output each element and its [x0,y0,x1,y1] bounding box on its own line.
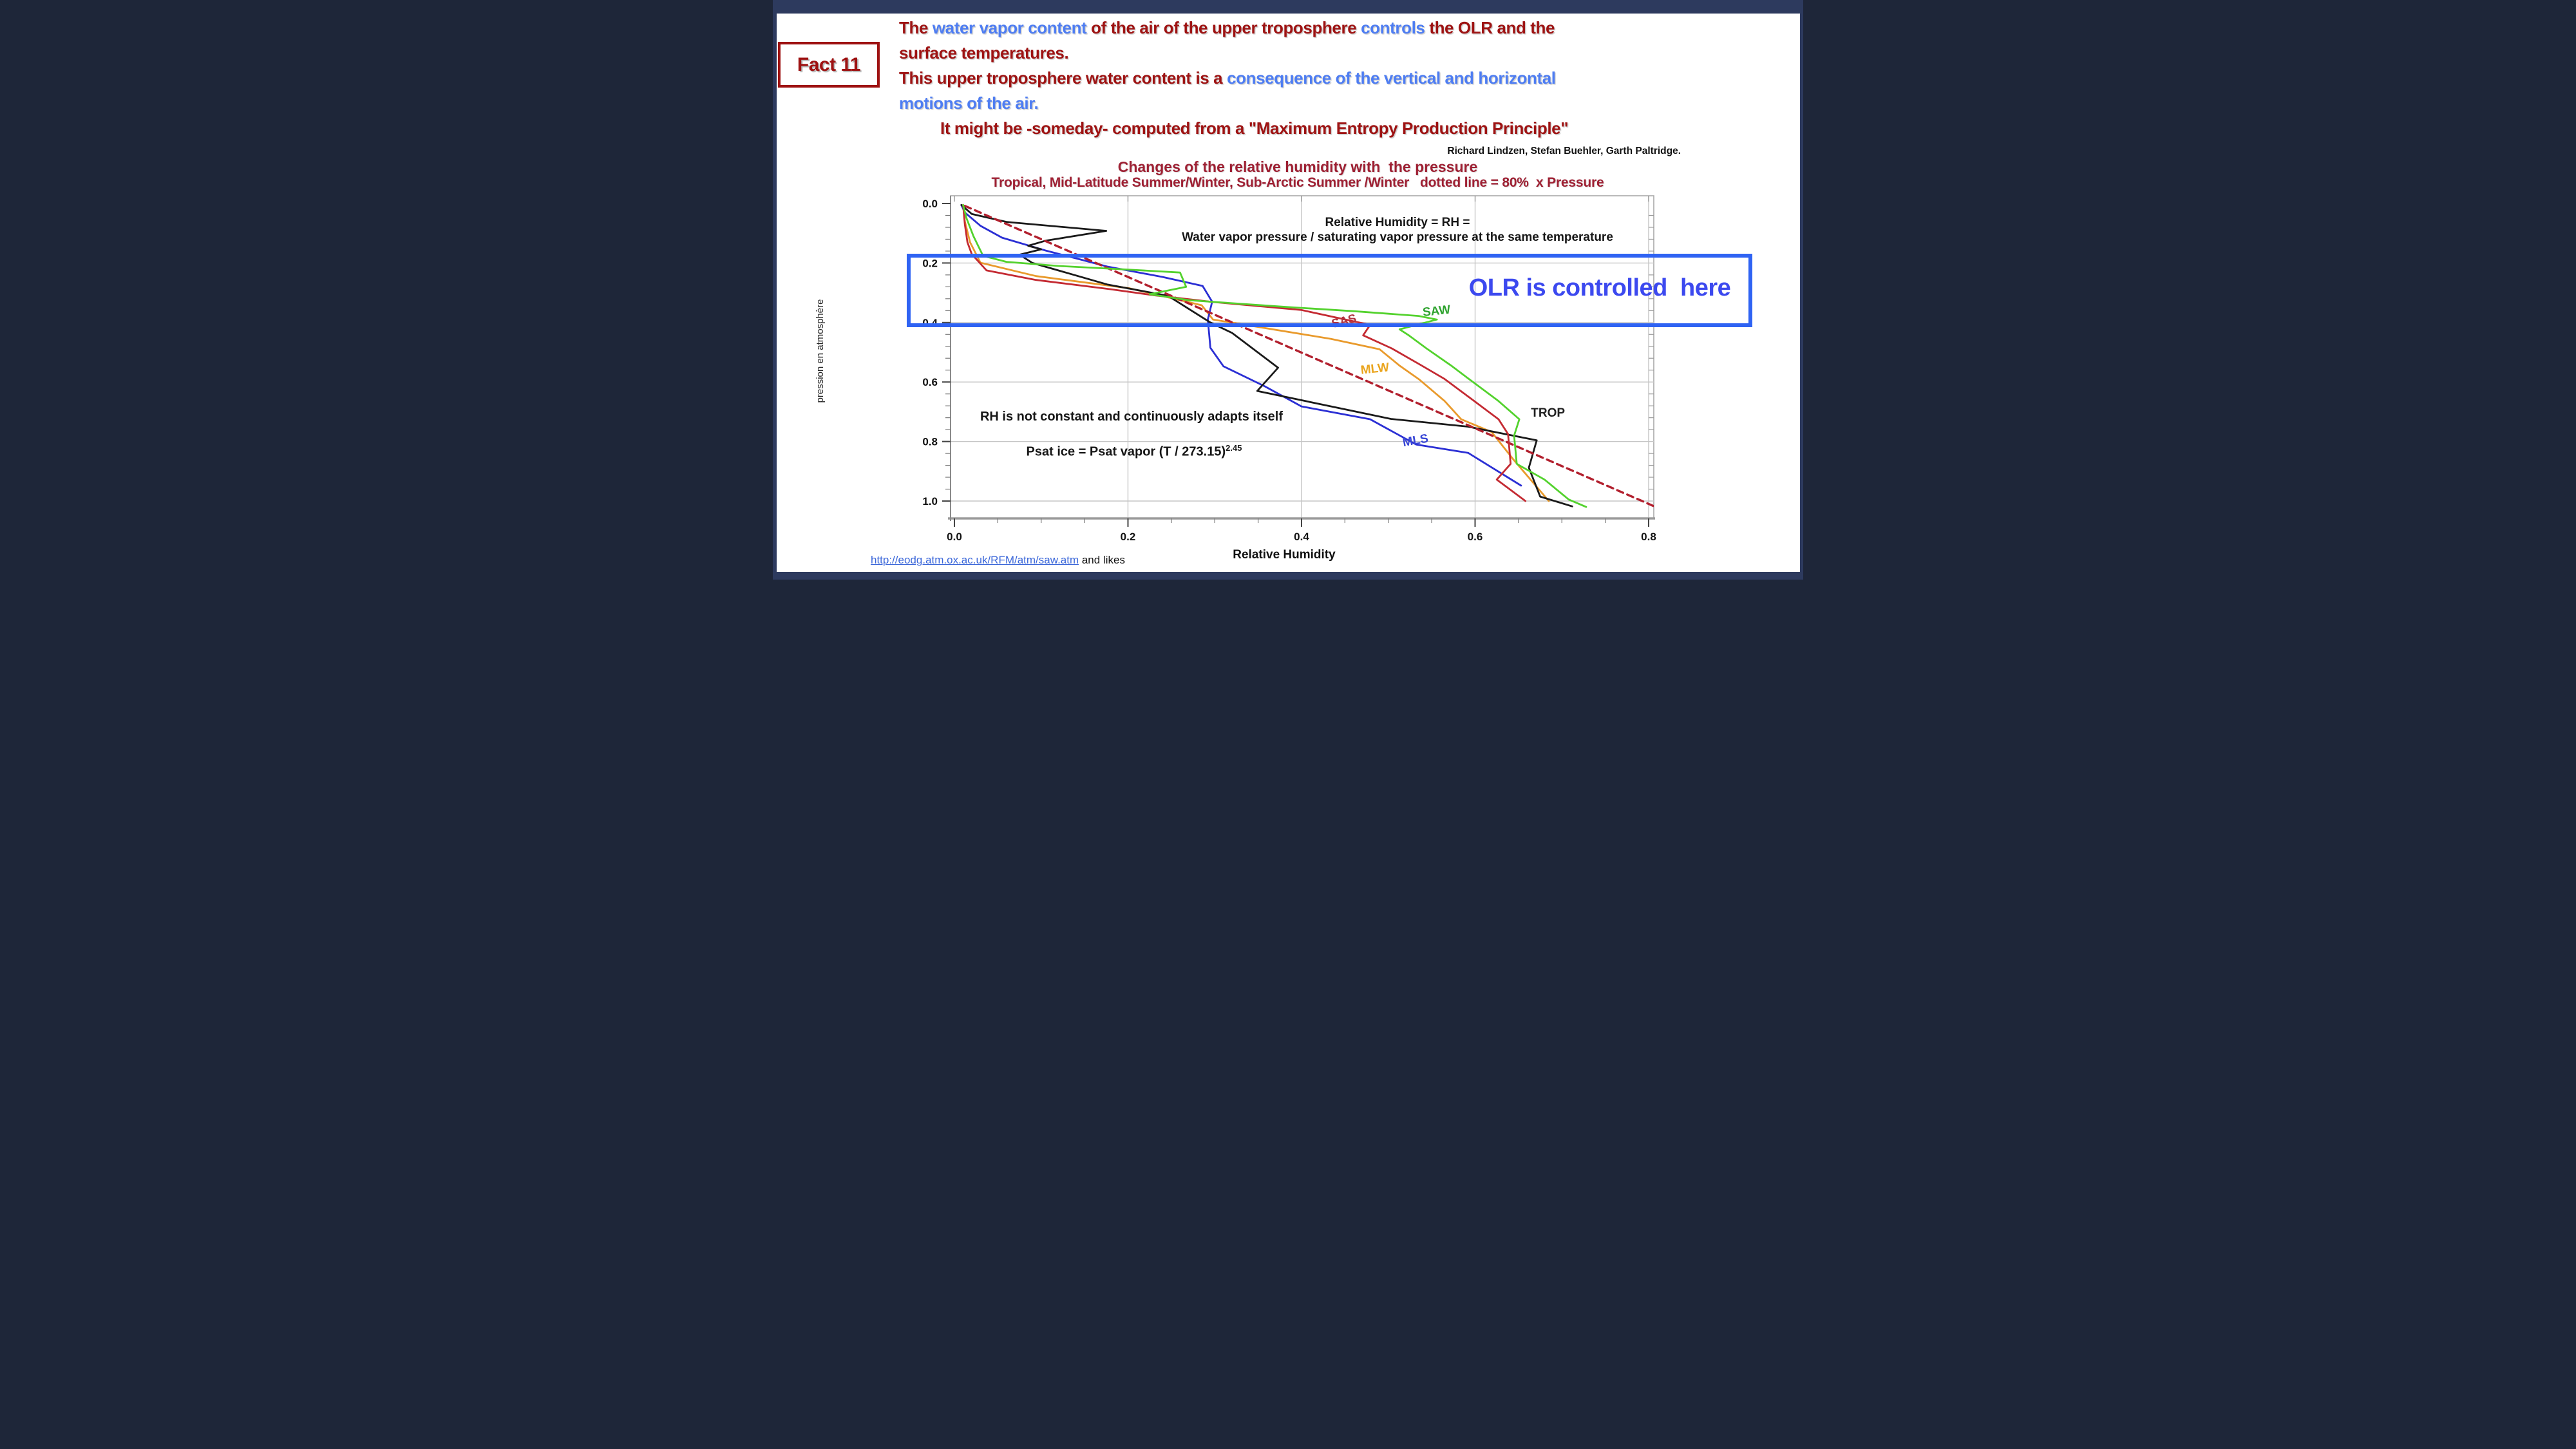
header-line-1: The water vapor content of the air of th… [899,15,1691,41]
psat-formula-exponent: 2.45 [1226,443,1242,453]
annotation-rh-definition-line1: Relative Humidity = RH = [1325,216,1470,229]
header-segment: consequence of the vertical and horizont… [1227,68,1556,88]
header-line-5: It might be -someday- computed from a "M… [899,116,1691,141]
fact-badge-label: Fact 11 [797,53,861,75]
header-segment: It might be -someday- computed from a "M… [940,118,1569,138]
series-saw [962,204,1587,508]
y-tick-label: 0.0 [922,198,938,210]
x-axis-title: Relative Humidity [1233,548,1336,562]
x-tick-label: 0.6 [1468,531,1483,543]
header-segment: The [899,18,933,37]
series-80-x-pressure [963,205,1654,507]
olr-highlight-label: OLR is controlled here [1468,274,1731,301]
header-segment: the OLR and the [1429,18,1555,37]
annotation-rh-definition-line2: Water vapor pressure / saturating vapor … [1182,231,1613,244]
series-label-saw: SAW [1422,303,1451,319]
psat-formula-base: Psat ice = Psat vapor (T / 273.15) [1026,444,1226,459]
x-tick-label: 0.2 [1121,531,1136,543]
annotation-rh-adapts: RH is not constant and continuously adap… [980,410,1283,424]
source-link[interactable]: http://eodg.atm.ox.ac.uk/RFM/atm/saw.atm [871,554,1079,566]
header-line-2: surface temperatures. [899,41,1691,66]
attribution-names: Richard Lindzen, Stefan Buehler, Garth P… [1447,146,1681,156]
header-segment: This upper troposphere water content is … [899,68,1227,88]
x-tick-label: 0.4 [1294,531,1309,543]
header-segment: surface temperatures. [899,43,1069,62]
header-line-3: This upper troposphere water content is … [899,66,1691,91]
header-segment: motions of the air. [899,93,1039,113]
footer: http://eodg.atm.ox.ac.uk/RFM/atm/saw.atm… [871,554,1125,567]
y-tick-label: 1.0 [922,495,938,507]
header-line-4: motions of the air. [899,91,1691,116]
x-tick-label: 0.0 [947,531,962,543]
chart-title: Changes of the relative humidity with th… [1117,158,1478,175]
annotation-psat-formula: Psat ice = Psat vapor (T / 273.15)2.45 [963,443,1305,460]
source-link-suffix: and likes [1079,554,1125,566]
y-tick-label: 0.8 [922,436,938,448]
y-tick-label: 0.2 [922,257,938,269]
slide: 0.0 0.2 0.4 0.6 0.8 1.0 0.0 0.2 0.4 0.6 0.8 pressio… [773,0,1803,580]
fact-badge: Fact 11 [778,42,880,88]
slide-content-background [777,14,1800,572]
x-tick-label: 0.8 [1641,531,1656,543]
olr-highlight-box: OLR is controlled here [907,254,1752,327]
chart-subtitle: Tropical, Mid-Latitude Summer/Winter, Su… [991,175,1604,190]
y-tick-label: 0.6 [922,376,938,388]
annotation-rh-definition: Relative Humidity = RH = Water vapor pre… [1063,215,1732,245]
header-text-block: The water vapor content of the air of th… [899,15,1691,141]
header-segment: controls [1361,18,1430,37]
header-segment: water vapor content [932,18,1092,37]
series-label-mls: MLS [1401,432,1429,450]
header-segment: of the air of the upper troposphere [1091,18,1361,37]
y-axis-title: pression en atmosphère [815,299,826,403]
series-label-mlw: MLW [1360,361,1390,377]
series-label-trop: TROP [1531,406,1565,420]
